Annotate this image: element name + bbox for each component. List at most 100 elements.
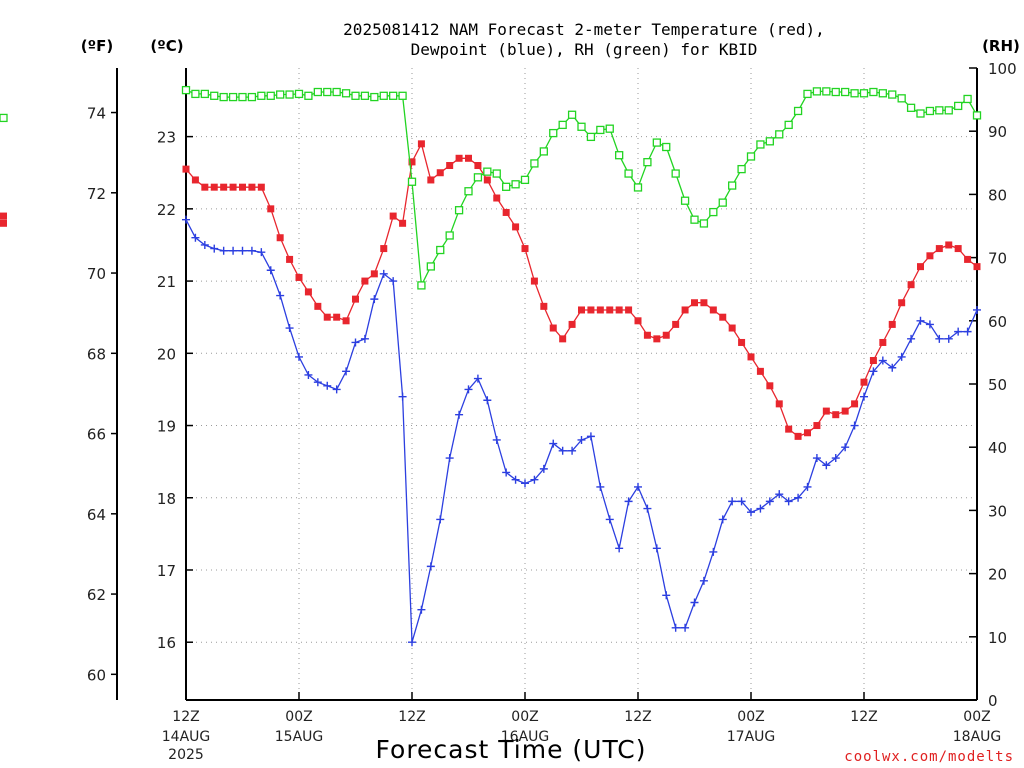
rh-point — [341, 89, 351, 98]
temperature-point — [681, 306, 689, 314]
rh-axis-unit: (RH) — [982, 37, 1020, 55]
rh-point — [530, 159, 539, 168]
temperature-point — [945, 241, 953, 249]
rh-point — [370, 92, 379, 102]
dewpoint-point — [191, 233, 200, 242]
temperature-point — [201, 183, 209, 191]
temperature-point — [756, 367, 764, 375]
dewpoint-point — [549, 439, 558, 448]
celsius-tick-label: 21 — [157, 273, 176, 291]
dewpoint-point — [521, 479, 529, 488]
fahrenheit-tick-label: 74 — [87, 105, 106, 123]
rh-point — [200, 89, 209, 99]
temperature-point — [427, 176, 435, 184]
time-tick-date: 14AUG — [162, 729, 211, 745]
rh-tick-label: 80 — [988, 186, 1007, 204]
dewpoint-point — [389, 277, 398, 286]
dewpoint-point — [765, 497, 774, 506]
rh-point — [558, 120, 567, 130]
dewpoint-point — [219, 246, 228, 255]
rh-point — [502, 182, 511, 191]
rh-point — [709, 207, 718, 217]
dewpoint-point — [483, 396, 492, 405]
rh-point — [332, 87, 341, 97]
rh-tick-label: 30 — [988, 502, 1007, 520]
dewpoint-point — [558, 446, 567, 455]
rh-point — [0, 113, 8, 123]
rh-point — [492, 169, 501, 178]
dewpoint-point — [313, 378, 322, 387]
time-tick-label: 00Z — [963, 709, 990, 725]
rh-point — [210, 91, 219, 100]
temperature-point — [747, 353, 755, 361]
chart-title-line-2: Dewpoint (blue), RH (green) for KBID — [411, 40, 758, 59]
dewpoint-point — [398, 392, 407, 401]
temperature-point — [549, 324, 557, 332]
chart-title-line-1: 2025081412 NAM Forecast 2-meter Temperat… — [343, 20, 825, 39]
rh-point — [586, 132, 596, 142]
dewpoint-point — [973, 305, 981, 314]
time-axis-ticks: 12Z 14AUG 2025 00Z 15AUG 12Z 00Z 16AUG 12Z 00Z 17A… — [162, 692, 1001, 763]
dewpoint-point — [878, 356, 887, 365]
dewpoint-point — [812, 454, 821, 463]
time-tick-label: 12Z — [172, 709, 199, 725]
dewpoint-point — [831, 454, 840, 463]
fahrenheit-tick-label: 70 — [87, 265, 106, 283]
celsius-tick-label: 16 — [157, 634, 176, 652]
rh-tick-label: 90 — [988, 123, 1007, 141]
dewpoint-point — [295, 352, 303, 361]
dewpoint-point — [634, 482, 642, 491]
dewpoint-point — [963, 327, 972, 336]
rh-point — [916, 109, 925, 118]
rh-tick-label: 50 — [988, 376, 1007, 394]
temperature-point — [182, 165, 190, 173]
rh-point — [445, 231, 454, 240]
dewpoint-point — [662, 591, 671, 600]
rh-point — [963, 94, 972, 104]
temperature-point — [643, 331, 651, 339]
time-tick-label: 12Z — [398, 709, 425, 725]
temperature-point — [352, 295, 359, 303]
rh-point — [605, 124, 614, 133]
dewpoint-point — [417, 605, 426, 614]
rh-point — [473, 173, 483, 182]
rh-point — [181, 85, 191, 95]
celsius-axis-unit: (ºC) — [150, 37, 183, 55]
dewpoint-point — [935, 334, 944, 343]
rh-point — [793, 106, 803, 116]
dewpoint-point — [257, 248, 266, 257]
rh-point — [671, 169, 680, 178]
rh-point — [398, 91, 407, 100]
x-axis-label: Forecast Time (UTC) — [376, 735, 647, 764]
rh-point — [379, 91, 388, 100]
rh-tick-label: 40 — [988, 439, 1007, 457]
dewpoint-point — [586, 432, 595, 441]
temperature-point — [417, 140, 425, 148]
dewpoint-series — [182, 215, 981, 647]
dewpoint-point — [916, 316, 925, 325]
dewpoint-point — [332, 385, 341, 394]
temperature-point — [719, 313, 727, 321]
rh-point — [643, 158, 652, 167]
rh-point — [257, 91, 266, 100]
celsius-tick-label: 22 — [157, 201, 176, 219]
rh-point — [925, 106, 935, 116]
dewpoint-point — [756, 504, 765, 513]
dewpoint-point — [539, 464, 548, 473]
rh-point — [615, 151, 624, 160]
dewpoint-point — [200, 240, 209, 249]
dewpoint-point — [436, 515, 445, 524]
temperature-point — [879, 338, 887, 346]
series-layer — [0, 85, 982, 647]
dewpoint-point — [794, 493, 803, 502]
dewpoint-point — [822, 461, 831, 470]
rh-point — [577, 122, 586, 131]
fahrenheit-tick-label: 64 — [87, 506, 106, 524]
dewpoint-point — [464, 385, 473, 394]
temperature-point — [596, 306, 604, 314]
dewpoint-point — [370, 295, 379, 304]
temperature-point — [935, 245, 943, 253]
time-tick-year: 2025 — [168, 747, 204, 763]
